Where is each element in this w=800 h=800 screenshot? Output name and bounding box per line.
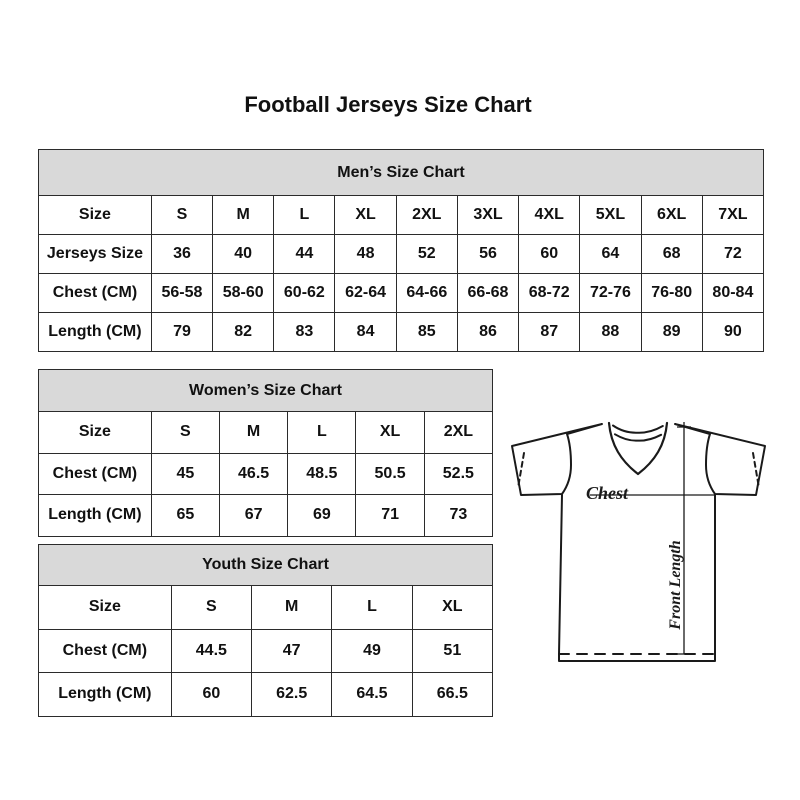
svg-text:Chest: Chest [586,483,629,503]
svg-text:Front Length: Front Length [667,540,684,630]
